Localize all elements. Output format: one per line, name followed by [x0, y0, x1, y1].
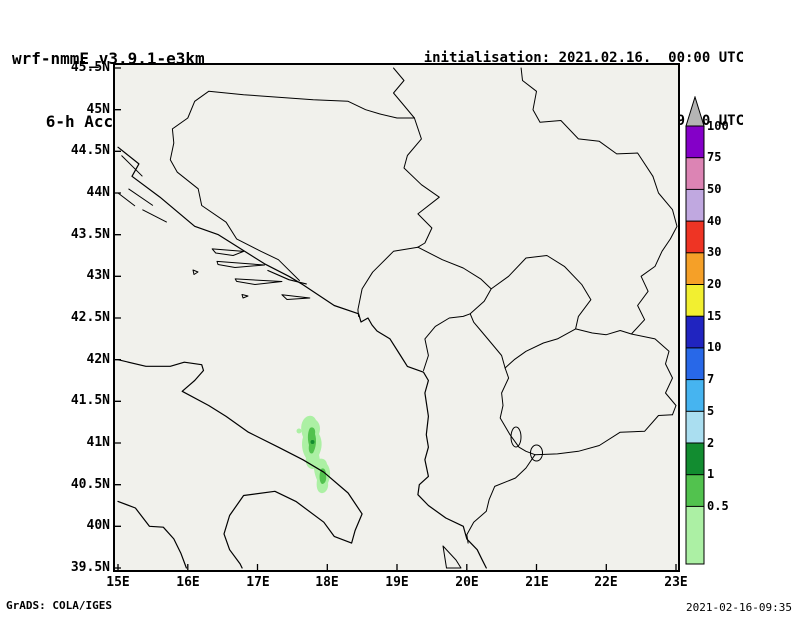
border-albania-macedonia	[499, 367, 536, 456]
colorbar-segment	[685, 347, 705, 381]
colorbar-tick-label: 10	[707, 340, 722, 354]
lon-ticks	[117, 564, 677, 570]
colorbar-tick-label: 30	[707, 245, 722, 259]
colorbar-tick-label: 75	[707, 150, 722, 164]
islands	[117, 155, 462, 569]
colorbar-segment	[685, 220, 705, 254]
peninsula-peljesac	[267, 269, 307, 285]
island-outline	[142, 209, 168, 223]
colorbar-segment	[685, 188, 705, 222]
lat-tick-label: 42N	[86, 352, 110, 367]
colorbar-tick-label: 1	[707, 467, 715, 481]
lat-tick-label: 45.5N	[70, 60, 110, 75]
island-brac	[211, 248, 245, 256]
colorbar	[685, 96, 705, 565]
border-serbia-macedonia	[575, 328, 632, 336]
lon-tick-label: 22E	[594, 575, 618, 590]
border-kosovo-north	[469, 255, 592, 330]
axis-ticks	[115, 67, 677, 570]
colorbar-over-arrow	[685, 96, 705, 127]
border-bosnia-montenegro	[357, 246, 419, 317]
colorbar-segment	[685, 505, 705, 565]
precip-speck-dark	[310, 440, 315, 444]
colorbar-segment	[685, 410, 705, 444]
island-lastovo	[241, 294, 249, 299]
border-kosovo-macedonia	[504, 328, 577, 369]
creation-stamp: 2021-02-16-09:35	[686, 601, 792, 614]
lake-ohrid	[510, 426, 522, 448]
lon-tick-label: 21E	[525, 575, 549, 590]
lat-tick-label: 43N	[86, 268, 110, 283]
island-vis	[192, 269, 199, 275]
lat-tick-label: 39.5N	[70, 560, 110, 575]
lon-tick-label: 23E	[664, 575, 688, 590]
colorbar-tick-label: 2	[707, 436, 715, 450]
colorbar-tick-label: 100	[707, 119, 729, 133]
lon-tick-label: 19E	[385, 575, 409, 590]
border-albania-greece	[466, 454, 536, 544]
border-bosnia-serbia	[403, 117, 440, 248]
colorbar-tick-label: 7	[707, 372, 715, 386]
coastlines	[117, 146, 487, 569]
border-kosovo-albania	[469, 313, 506, 369]
colorbar-tick-label: 15	[707, 309, 722, 323]
island-korcula	[234, 278, 283, 285]
island-mljet	[281, 294, 311, 300]
coast-balkan	[117, 146, 487, 569]
colorbar-tick-label: 50	[707, 182, 722, 196]
precip-speck-light	[296, 428, 302, 434]
lat-tick-label: 41N	[86, 435, 110, 450]
border-montenegro-serbia	[417, 246, 492, 290]
lat-tick-label: 45N	[86, 102, 110, 117]
lon-tick-label: 15E	[106, 575, 130, 590]
island-outline	[121, 155, 143, 177]
map-canvas	[115, 67, 678, 570]
colorbar-segment	[685, 474, 705, 508]
colorbar-tick-label: 40	[707, 214, 722, 228]
border-serbia-romania	[520, 67, 654, 177]
colorbar-tick-label: 20	[707, 277, 722, 291]
border-serbia-bulgaria	[630, 175, 678, 335]
island-hvar	[216, 260, 265, 268]
colorbar-segment	[685, 442, 705, 476]
grads-stamp: GrADS: COLA/IGES	[6, 599, 112, 612]
lon-tick-label: 20E	[455, 575, 479, 590]
colorbar-segment	[685, 252, 705, 286]
colorbar-segment	[685, 379, 705, 413]
init-time: initialisation: 2021.02.16. 00:00 UTC	[423, 50, 744, 66]
lat-tick-label: 41.5N	[70, 393, 110, 408]
lon-tick-label: 18E	[315, 575, 339, 590]
lat-tick-label: 44.5N	[70, 143, 110, 158]
colorbar-segment	[685, 125, 705, 159]
border-macedonia-bulgaria	[630, 333, 677, 416]
precip-shading	[296, 415, 331, 494]
lat-tick-label: 42.5N	[70, 310, 110, 325]
border-macedonia-greece	[534, 414, 673, 456]
island-outline	[117, 192, 136, 207]
colorbar-tick-label: 5	[707, 404, 715, 418]
island-corfu	[442, 545, 462, 569]
lon-tick-label: 16E	[176, 575, 200, 590]
border-croatia-bosnia	[169, 90, 415, 281]
lat-tick-label: 44N	[86, 185, 110, 200]
colorbar-segment	[685, 315, 705, 349]
island-outline	[128, 188, 154, 206]
country-borders	[169, 67, 678, 544]
lat-tick-label: 40N	[86, 518, 110, 533]
lat-tick-label: 43.5N	[70, 227, 110, 242]
lat-tick-label: 40.5N	[70, 477, 110, 492]
coast-italy-tyrrhenian	[117, 500, 187, 569]
coast-italy-adriatic	[117, 359, 363, 569]
border-montenegro-albania	[423, 313, 471, 371]
lat-ticks	[115, 67, 121, 569]
border-croatia-serbia	[393, 67, 415, 119]
lake-prespa	[530, 444, 543, 462]
colorbar-segment	[685, 284, 705, 317]
lon-tick-label: 17E	[246, 575, 270, 590]
map-area	[113, 63, 680, 572]
colorbar-segment	[685, 157, 705, 191]
colorbar-tick-label: 0.5	[707, 499, 729, 513]
